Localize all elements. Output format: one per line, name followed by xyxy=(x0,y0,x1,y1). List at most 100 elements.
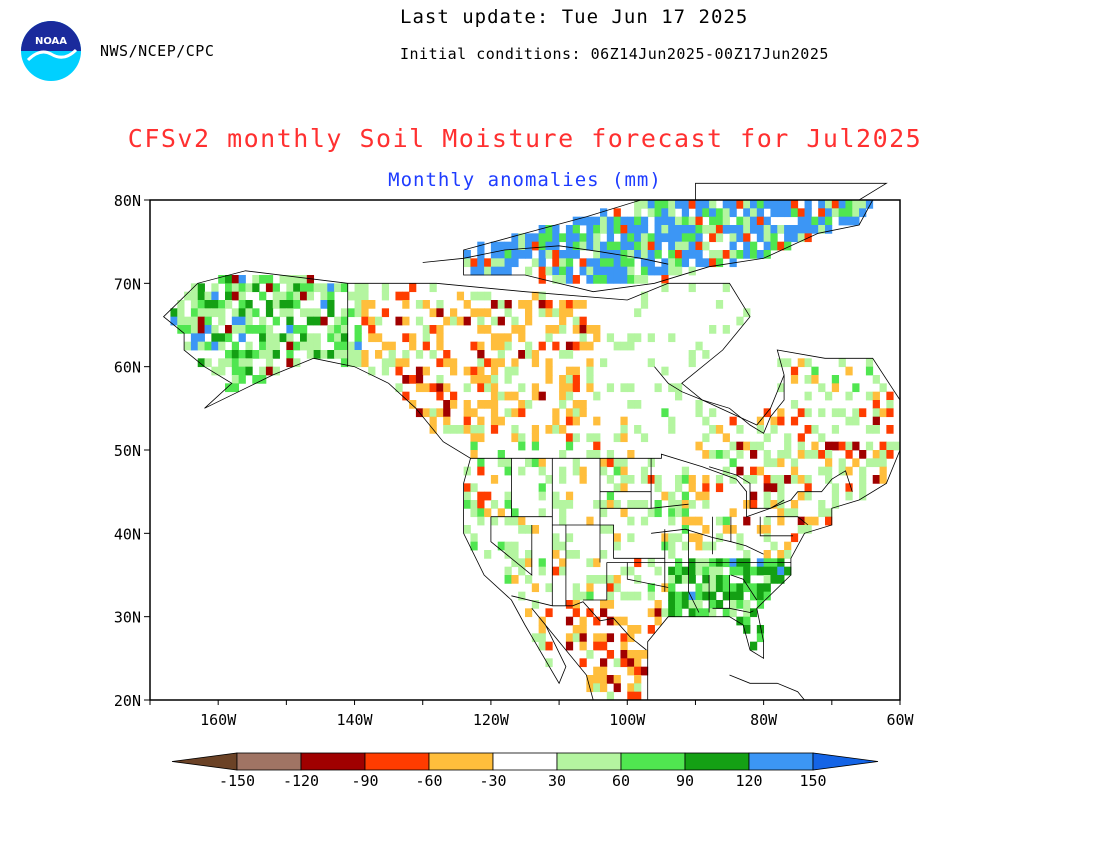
anomaly-cell xyxy=(402,300,410,309)
anomaly-cell xyxy=(579,633,587,643)
anomaly-cell xyxy=(613,683,621,693)
anomaly-cell xyxy=(531,358,540,368)
anomaly-cell xyxy=(675,533,683,543)
anomaly-cell xyxy=(572,241,580,251)
anomaly-cell xyxy=(831,491,840,501)
anomaly-cell xyxy=(579,616,587,626)
anomaly-cell xyxy=(218,300,226,309)
anomaly-cell xyxy=(797,216,805,226)
anomaly-cell xyxy=(715,208,724,218)
anomaly-cell xyxy=(593,641,601,651)
anomaly-cell xyxy=(436,375,444,384)
anomaly-cell xyxy=(497,300,505,309)
anomaly-cell xyxy=(545,308,553,318)
anomaly-cell xyxy=(640,650,649,659)
anomaly-cell xyxy=(756,466,765,476)
anomaly-cell xyxy=(504,250,512,259)
anomaly-cell xyxy=(722,225,730,234)
anomaly-cell xyxy=(204,358,212,368)
state-line xyxy=(759,516,793,537)
anomaly-cell xyxy=(668,333,676,343)
colorbar-swatch xyxy=(556,752,622,771)
anomaly-cell xyxy=(613,675,621,684)
anomaly-cell xyxy=(634,400,642,409)
noaa-logo: NOAA xyxy=(21,21,81,81)
anomaly-cell xyxy=(729,208,737,218)
anomaly-cell xyxy=(375,333,383,343)
anomaly-cell xyxy=(552,325,560,334)
anomaly-cell xyxy=(593,558,601,568)
anomaly-cell xyxy=(688,216,696,226)
anomaly-cell xyxy=(722,208,730,218)
anomaly-cell xyxy=(668,225,676,234)
anomaly-cell xyxy=(218,341,226,351)
anomaly-cell xyxy=(729,600,737,609)
anomaly-cell xyxy=(606,216,615,226)
anomaly-cell xyxy=(565,641,574,651)
anomaly-cell xyxy=(709,225,717,234)
anomaly-cell xyxy=(565,616,574,626)
anomaly-cell xyxy=(606,650,615,659)
anomaly-cell xyxy=(190,283,199,293)
anomaly-cell xyxy=(525,300,533,309)
anomaly-cell xyxy=(518,516,526,526)
anomaly-cell xyxy=(702,541,710,551)
anomaly-cell xyxy=(347,341,355,351)
anomaly-cell xyxy=(695,241,703,251)
anomaly-cell xyxy=(559,450,567,459)
anomaly-cell xyxy=(893,441,901,451)
anomaly-cell xyxy=(484,325,492,334)
anomaly-cell xyxy=(831,500,840,509)
anomaly-cell xyxy=(470,425,478,434)
anomaly-cell xyxy=(545,300,553,309)
anomaly-cell xyxy=(572,591,580,601)
anomaly-cell xyxy=(811,225,819,234)
anomaly-cell xyxy=(272,333,280,343)
anomaly-cell xyxy=(715,600,724,609)
anomaly-cell xyxy=(879,450,887,459)
anomaly-cell xyxy=(497,316,505,326)
colorbar-label: 60 xyxy=(612,772,630,790)
anomaly-cell xyxy=(586,675,594,684)
anomaly-cell xyxy=(470,308,478,318)
anomaly-cell xyxy=(859,408,867,418)
anomaly-cell xyxy=(477,466,485,476)
anomaly-cell xyxy=(313,308,321,318)
anomaly-cell xyxy=(265,333,274,343)
anomaly-cell xyxy=(545,366,553,376)
anomaly-cell xyxy=(702,450,710,459)
anomaly-cell xyxy=(593,433,601,443)
anomaly-cell xyxy=(518,233,526,243)
anomaly-cell xyxy=(565,433,574,443)
anomaly-cell xyxy=(784,433,792,443)
anomaly-cell xyxy=(579,466,587,476)
anomaly-cell xyxy=(688,533,696,543)
anomaly-cell xyxy=(729,525,737,534)
anomaly-cell xyxy=(620,466,628,476)
anomaly-cell xyxy=(484,291,492,301)
anomaly-cell xyxy=(715,233,724,243)
anomaly-cell xyxy=(572,400,580,409)
anomaly-cell xyxy=(518,466,526,476)
anomaly-cell xyxy=(484,491,492,501)
anomaly-cell xyxy=(572,233,580,243)
anomaly-cell xyxy=(668,508,676,518)
cuba-coast xyxy=(729,674,805,701)
anomaly-cell xyxy=(600,600,608,609)
anomaly-cell xyxy=(197,291,205,301)
anomaly-cell xyxy=(702,491,710,501)
anomaly-cell xyxy=(579,241,587,251)
anomaly-cell xyxy=(497,508,505,518)
anomaly-cell xyxy=(340,283,349,293)
anomaly-cell xyxy=(668,425,676,434)
anomaly-cell xyxy=(702,241,710,251)
anomaly-cell xyxy=(368,366,376,376)
anomaly-cell xyxy=(736,225,744,234)
anomaly-cell xyxy=(381,283,390,293)
anomaly-cell xyxy=(736,425,744,434)
anomaly-cell xyxy=(238,325,246,334)
anomaly-cell xyxy=(606,600,615,609)
anomaly-cell xyxy=(327,325,335,334)
anomaly-cell xyxy=(565,366,574,376)
anomaly-cell xyxy=(831,441,840,451)
